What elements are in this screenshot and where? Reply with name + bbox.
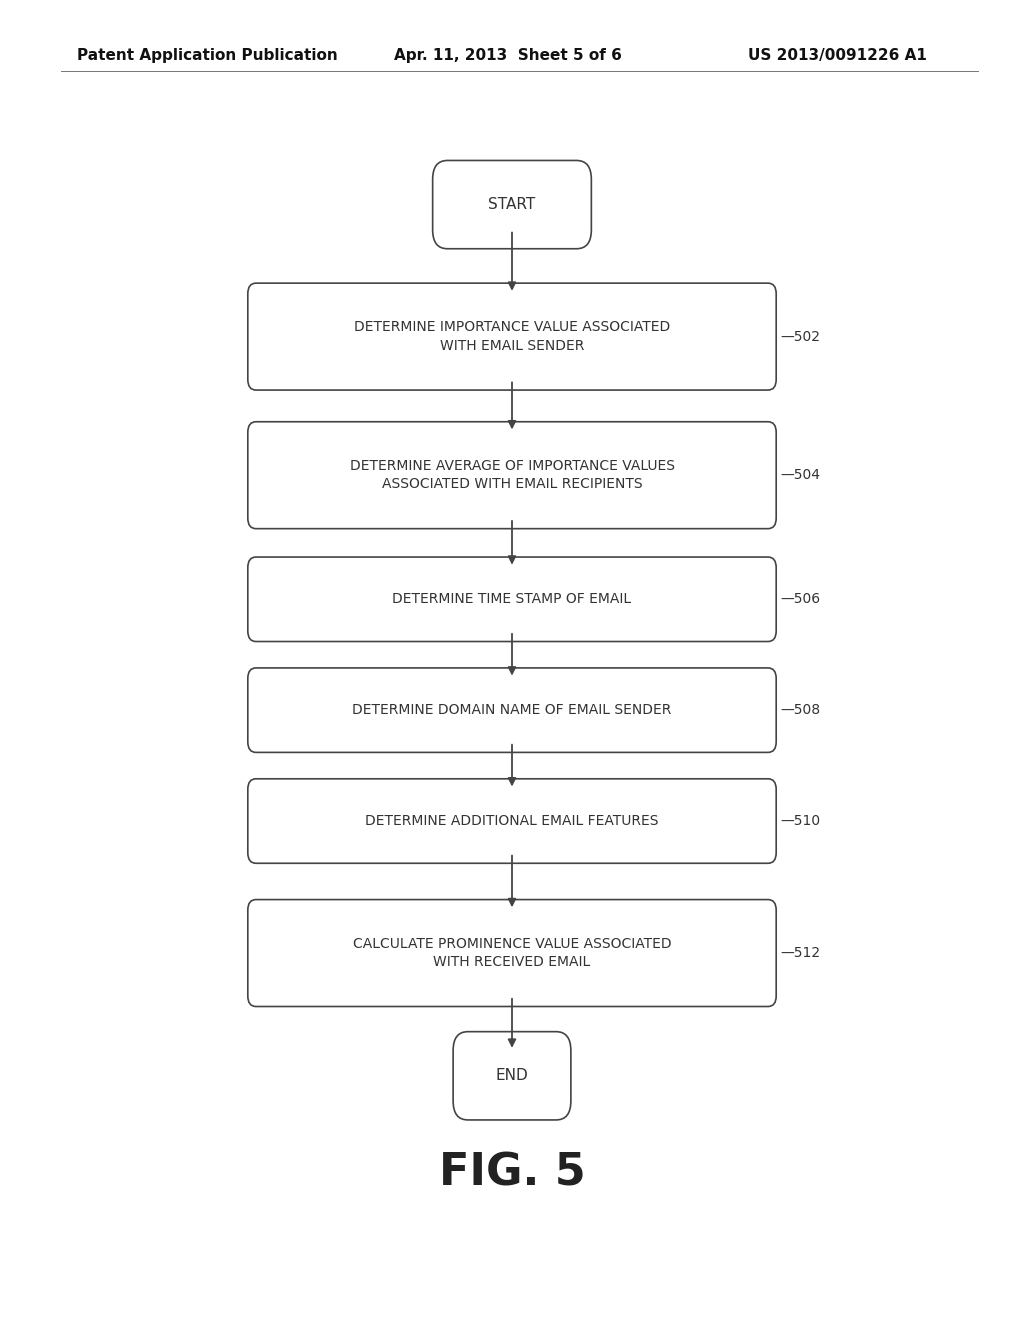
Text: —502: —502 <box>780 330 820 343</box>
Text: —510: —510 <box>780 814 820 828</box>
FancyBboxPatch shape <box>248 422 776 528</box>
Text: END: END <box>496 1068 528 1084</box>
Text: DETERMINE IMPORTANCE VALUE ASSOCIATED
WITH EMAIL SENDER: DETERMINE IMPORTANCE VALUE ASSOCIATED WI… <box>354 321 670 352</box>
Text: DETERMINE TIME STAMP OF EMAIL: DETERMINE TIME STAMP OF EMAIL <box>392 593 632 606</box>
Text: START: START <box>488 197 536 213</box>
FancyBboxPatch shape <box>248 779 776 863</box>
Text: DETERMINE ADDITIONAL EMAIL FEATURES: DETERMINE ADDITIONAL EMAIL FEATURES <box>366 814 658 828</box>
FancyBboxPatch shape <box>248 668 776 752</box>
Text: DETERMINE AVERAGE OF IMPORTANCE VALUES
ASSOCIATED WITH EMAIL RECIPIENTS: DETERMINE AVERAGE OF IMPORTANCE VALUES A… <box>349 459 675 491</box>
Text: —512: —512 <box>780 946 820 960</box>
Text: —506: —506 <box>780 593 820 606</box>
FancyBboxPatch shape <box>432 161 592 248</box>
Text: US 2013/0091226 A1: US 2013/0091226 A1 <box>748 48 927 63</box>
FancyBboxPatch shape <box>248 557 776 642</box>
Text: FIG. 5: FIG. 5 <box>438 1152 586 1195</box>
Text: CALCULATE PROMINENCE VALUE ASSOCIATED
WITH RECEIVED EMAIL: CALCULATE PROMINENCE VALUE ASSOCIATED WI… <box>352 937 672 969</box>
Text: DETERMINE DOMAIN NAME OF EMAIL SENDER: DETERMINE DOMAIN NAME OF EMAIL SENDER <box>352 704 672 717</box>
Text: Apr. 11, 2013  Sheet 5 of 6: Apr. 11, 2013 Sheet 5 of 6 <box>394 48 623 63</box>
FancyBboxPatch shape <box>453 1032 571 1119</box>
Text: —508: —508 <box>780 704 820 717</box>
Text: Patent Application Publication: Patent Application Publication <box>77 48 338 63</box>
FancyBboxPatch shape <box>248 900 776 1006</box>
Text: —504: —504 <box>780 469 820 482</box>
FancyBboxPatch shape <box>248 284 776 391</box>
